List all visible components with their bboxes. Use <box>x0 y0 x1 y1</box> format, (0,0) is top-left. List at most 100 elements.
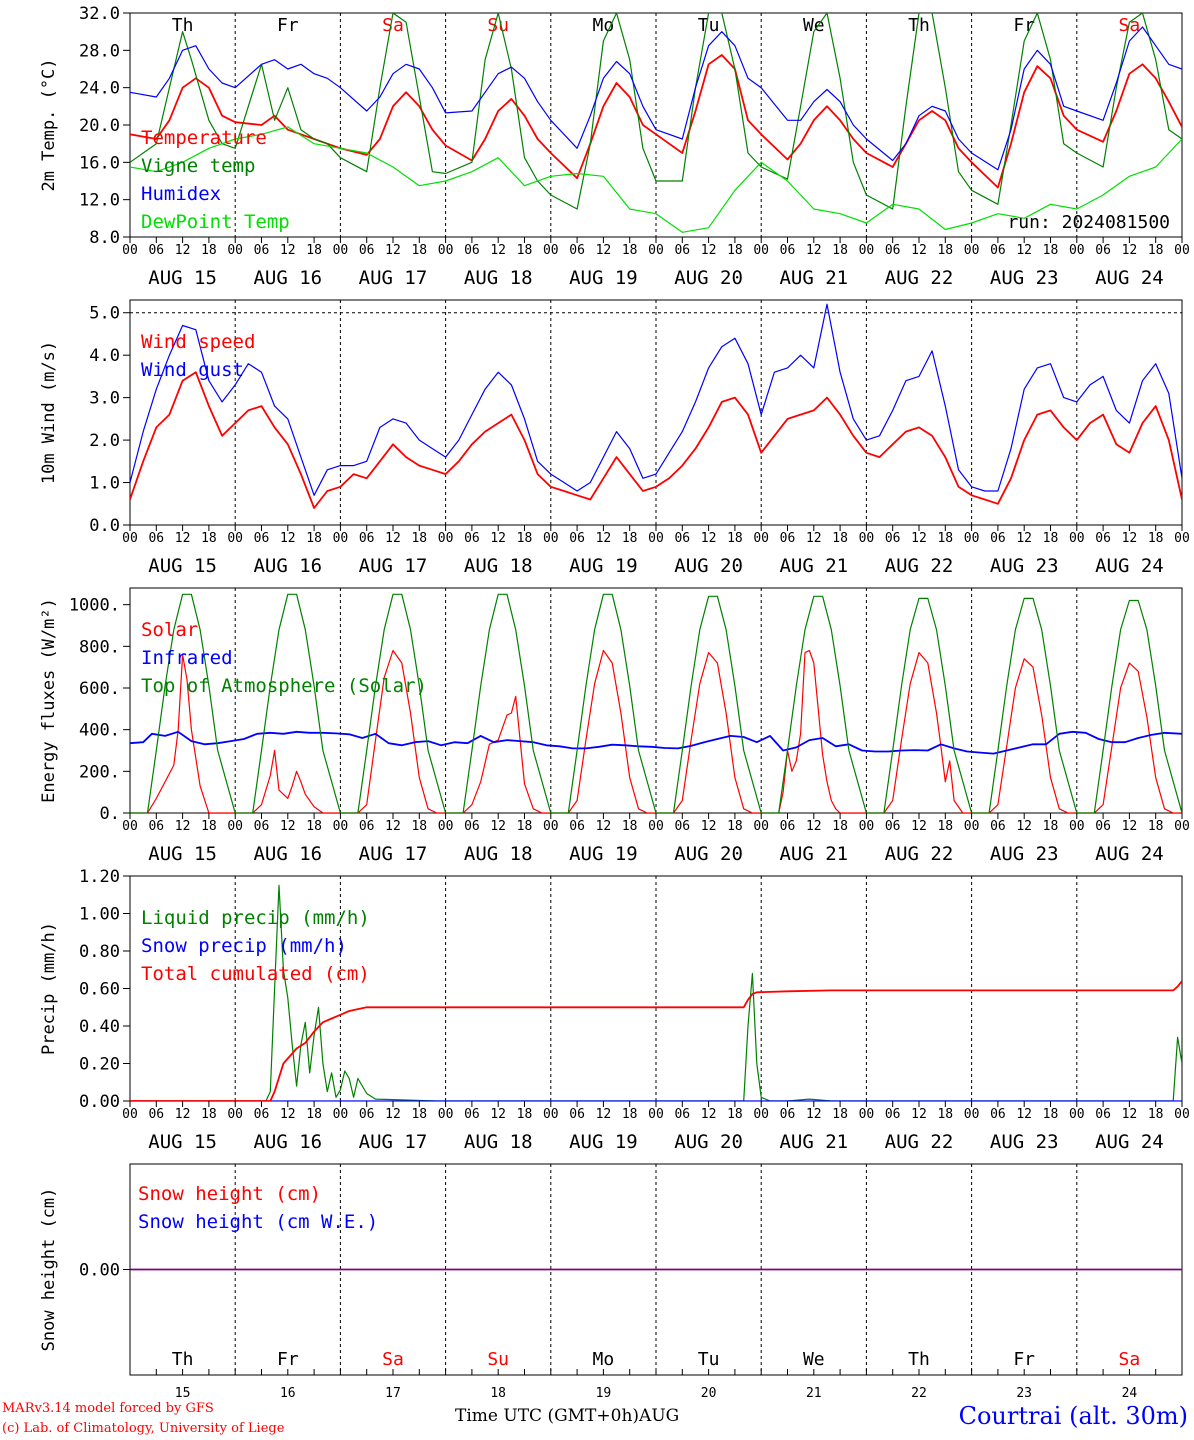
x-hour-label: 18 <box>1148 819 1164 834</box>
series-line <box>130 371 1182 509</box>
x-date-label: AUG 24 <box>1095 1131 1164 1153</box>
x-hour-label: 12 <box>911 243 927 258</box>
y-tick-label: 3.0 <box>89 389 120 409</box>
x-hour-label: 06 <box>674 243 690 258</box>
x-hour-label: 12 <box>490 1107 506 1122</box>
x-hour-label: 06 <box>780 531 796 546</box>
legend-entry: Wind gust <box>141 359 244 381</box>
x-date-label: AUG 16 <box>253 1131 322 1153</box>
y-tick-label: 0.80 <box>79 942 120 962</box>
x-hour-label: 06 <box>780 1107 796 1122</box>
series-line <box>130 649 1182 813</box>
x-date-label: AUG 18 <box>464 1131 533 1153</box>
x-hour-label: 06 <box>569 1107 585 1122</box>
x-hour-label: 00 <box>438 243 454 258</box>
x-hour-label: 18 <box>201 531 217 546</box>
x-date-label: AUG 22 <box>885 555 954 577</box>
x-hour-label: 12 <box>1016 531 1032 546</box>
station-name: Courtrai (alt. 30m) <box>958 1402 1188 1430</box>
legend-entry: Humidex <box>141 183 221 205</box>
x-hour-label: 12 <box>596 531 612 546</box>
x-date-label: AUG 23 <box>990 267 1059 289</box>
weekday-label: Su <box>487 1349 509 1370</box>
x-date-label: AUG 24 <box>1095 267 1164 289</box>
legend-entry: Snow height (cm) <box>138 1183 321 1205</box>
x-hour-label: 00 <box>122 1107 138 1122</box>
x-hour-label: 00 <box>648 531 664 546</box>
y-tick-label: 20.0 <box>79 116 120 136</box>
y-axis-label: 2m Temp. (°C) <box>39 58 59 191</box>
x-hour-label: 00 <box>1174 531 1190 546</box>
y-tick-label: 4.0 <box>89 346 120 366</box>
y-axis-label: Precip (mm/h) <box>39 922 59 1055</box>
x-hour-label: 06 <box>780 819 796 834</box>
x-hour-label: 18 <box>622 243 638 258</box>
x-hour-label: 12 <box>1016 819 1032 834</box>
x-hour-label: 06 <box>359 1107 375 1122</box>
series-group <box>130 303 1182 509</box>
x-hour-label: 00 <box>227 531 243 546</box>
x-date-label: AUG 17 <box>359 843 428 865</box>
x-date-label: AUG 17 <box>359 267 428 289</box>
weekday-label: Mo <box>593 1349 615 1370</box>
legend-entry: Snow precip (mm/h) <box>141 935 347 957</box>
x-hour-label: 12 <box>385 243 401 258</box>
x-hour-label: 00 <box>543 819 559 834</box>
y-tick-label: 2.0 <box>89 431 120 451</box>
x-date-label: AUG 20 <box>674 843 743 865</box>
x-date-label: AUG 19 <box>569 1131 638 1153</box>
y-axis-label: Energy fluxes (W/m²) <box>39 598 59 803</box>
legend-entry: Solar <box>141 619 198 641</box>
x-hour-label: 12 <box>701 819 717 834</box>
x-hour-label: 18 <box>832 531 848 546</box>
weekday-label: We <box>803 1349 825 1370</box>
x-hour-label: 12 <box>911 1107 927 1122</box>
x-hour-label: 06 <box>254 819 270 834</box>
y-tick-label: 0.00 <box>79 1261 120 1281</box>
legend-entry: Temperature <box>141 127 267 149</box>
x-hour-label: 12 <box>1122 531 1138 546</box>
day-number-label: 20 <box>701 1386 717 1401</box>
legend-entry: Wind speed <box>141 331 255 353</box>
x-hour-label: 00 <box>543 531 559 546</box>
x-hour-label: 18 <box>201 819 217 834</box>
x-hour-label: 18 <box>201 1107 217 1122</box>
x-date-label: AUG 18 <box>464 267 533 289</box>
x-hour-label: 18 <box>306 819 322 834</box>
x-hour-label: 06 <box>359 531 375 546</box>
x-hour-label: 00 <box>1069 531 1085 546</box>
x-hour-label: 06 <box>674 531 690 546</box>
x-hour-label: 18 <box>306 1107 322 1122</box>
x-hour-label: 00 <box>333 1107 349 1122</box>
x-date-label: AUG 19 <box>569 267 638 289</box>
x-hour-label: 06 <box>885 531 901 546</box>
x-hour-label: 00 <box>964 243 980 258</box>
x-hour-label: 12 <box>490 531 506 546</box>
weekday-label: Fr <box>277 15 299 36</box>
x-hour-label: 00 <box>859 243 875 258</box>
weekday-label: Tu <box>698 15 720 36</box>
x-hour-label: 12 <box>1122 819 1138 834</box>
y-tick-label: 1000. <box>69 596 120 616</box>
series-line <box>130 13 1182 210</box>
x-hour-label: 06 <box>990 819 1006 834</box>
x-hour-label: 00 <box>1174 1107 1190 1122</box>
x-date-label: AUG 18 <box>464 555 533 577</box>
x-hour-label: 18 <box>411 243 427 258</box>
legend-entry: DewPoint Temp <box>141 211 290 233</box>
x-hour-label: 12 <box>596 1107 612 1122</box>
x-hour-label: 00 <box>122 819 138 834</box>
x-hour-label: 18 <box>1043 1107 1059 1122</box>
x-hour-label: 18 <box>411 819 427 834</box>
x-hour-label: 06 <box>990 243 1006 258</box>
series-line <box>130 126 1182 233</box>
x-date-label: AUG 19 <box>569 555 638 577</box>
x-hour-label: 00 <box>964 531 980 546</box>
x-hour-label: 12 <box>701 531 717 546</box>
series-line <box>130 26 1182 171</box>
x-date-label: AUG 23 <box>990 1131 1059 1153</box>
x-hour-label: 12 <box>1016 243 1032 258</box>
x-hour-label: 18 <box>1148 1107 1164 1122</box>
weekday-label: Sa <box>1119 15 1141 36</box>
